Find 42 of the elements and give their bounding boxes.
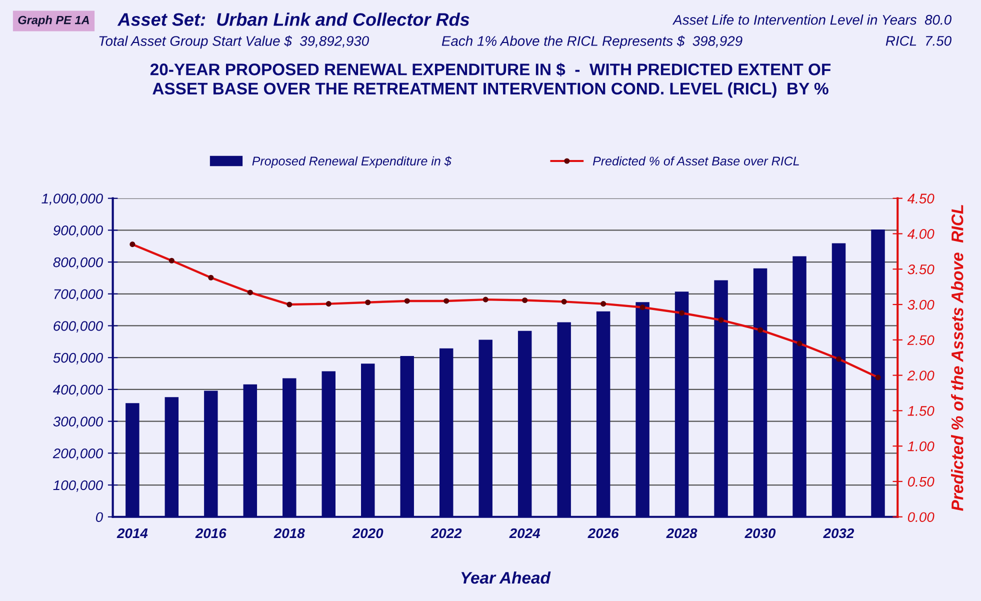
text: Total Asset Group Start Value $ 39,892,930 [99, 35, 369, 49]
y2-tick-label: 4.50 [907, 194, 934, 204]
y-tick-label: 400,000 [52, 384, 103, 396]
chart-title: 20-YEAR PROPOSED RENEWAL EXPENDITURE IN $ - WITH PREDICTED EXTENT OF ASSET BASE OVER THE RETREATMENT INTERVENTION COND. LEVEL (RICL) BY % [150, 62, 831, 98]
x-tick-label: 2014 [116, 528, 148, 538]
y2-tick-label: 2.00 [907, 370, 934, 380]
y2-axis-title: Predicted % of the Assets Above RICL [951, 204, 964, 511]
legend-label: Predicted % of Asset Base over RICL [592, 156, 799, 166]
y-tick-label: 300,000 [53, 416, 103, 428]
y2-tick-label: 0.50 [908, 476, 934, 487]
y-tick-label: 600,000 [54, 321, 103, 333]
x-axis-title: Year Ahead [461, 571, 551, 584]
y2-tick-label: 2.50 [907, 335, 934, 346]
y2-tick-label: 0.00 [908, 512, 934, 522]
x-tick-label: 2020 [352, 528, 384, 538]
legend-label: Proposed Renewal Expenditure in $ [252, 156, 452, 168]
y-tick-label: 900,000 [53, 226, 103, 237]
y2-tick-label: 4.00 [907, 229, 934, 239]
text: RICL 7.50 [886, 36, 952, 46]
y2-tick-label: 3.50 [908, 264, 934, 274]
y-tick-label: 700,000 [54, 289, 103, 301]
x-tick-label: 2016 [195, 528, 226, 538]
y-tick-label: 200,000 [52, 448, 103, 460]
text: Asset Life to Intervention Level in Years 80.0 [672, 14, 952, 25]
y2-tick-label: 1.00 [908, 441, 934, 452]
x-tick-label: 2024 [509, 528, 540, 538]
y2-tick-label: 1.50 [908, 406, 934, 416]
text: Each 1% Above the RICL Represents $ 398,929 [442, 35, 742, 49]
y-tick-label: 0 [96, 512, 103, 522]
text: Graph PE 1A [18, 16, 89, 27]
x-tick-label: 2022 [430, 528, 462, 538]
x-tick-label: 2026 [588, 528, 619, 538]
y-tick-label: 800,000 [53, 257, 103, 269]
y2-tick-label: 3.00 [908, 300, 934, 310]
text: Asset Set: Urban Link and Collector Rds [117, 12, 470, 26]
x-tick-label: 2030 [744, 528, 776, 538]
x-tick-label: 2018 [274, 528, 305, 538]
y-tick-label: 100,000 [53, 480, 103, 492]
y-tick-label: 1,000,000 [42, 194, 103, 206]
x-tick-label: 2032 [823, 528, 854, 538]
y-tick-label: 500,000 [53, 352, 103, 364]
x-tick-label: 2028 [666, 528, 698, 538]
